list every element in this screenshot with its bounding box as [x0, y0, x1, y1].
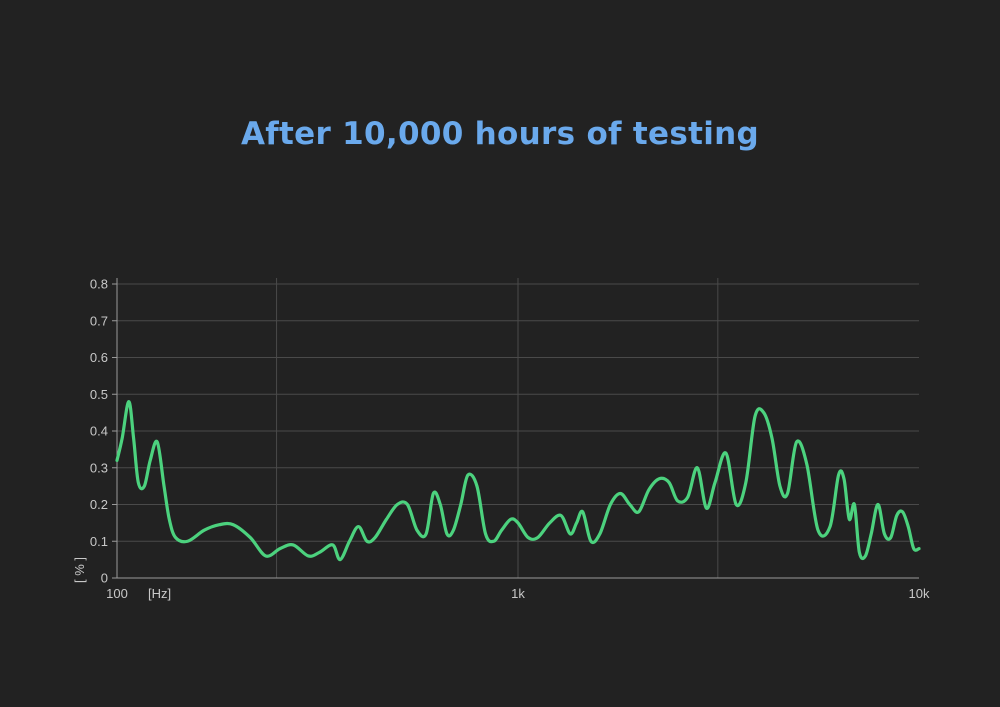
grid-layer — [117, 278, 919, 578]
y-tick-label: 0.5 — [90, 387, 108, 402]
axis-layer — [112, 278, 919, 579]
tick-labels: 0 0.1 0.2 0.3 0.4 0.5 0.6 0.7 0.8 100 1k 10k — [90, 277, 930, 602]
y-tick-label: 0 — [101, 571, 108, 586]
chart-title: After 10,000 hours of testing — [240, 116, 760, 152]
y-tick-label: 0.7 — [90, 313, 108, 328]
y-axis-label: [ % ] — [72, 557, 87, 583]
y-tick-label: 0.6 — [90, 350, 108, 365]
y-tick-label: 0.8 — [90, 277, 108, 292]
x-tick-label: 100 — [106, 586, 128, 601]
y-tick-label: 0.3 — [90, 460, 108, 475]
y-tick-label: 0.2 — [90, 497, 108, 512]
y-tick-label: 0.1 — [90, 534, 108, 549]
series-line — [115, 400, 921, 562]
x-tick-label: 1k — [511, 586, 525, 601]
x-tick-label: 10k — [909, 586, 930, 601]
y-tick-label: 0.4 — [90, 424, 108, 439]
x-axis-label: [Hz] — [148, 586, 171, 601]
